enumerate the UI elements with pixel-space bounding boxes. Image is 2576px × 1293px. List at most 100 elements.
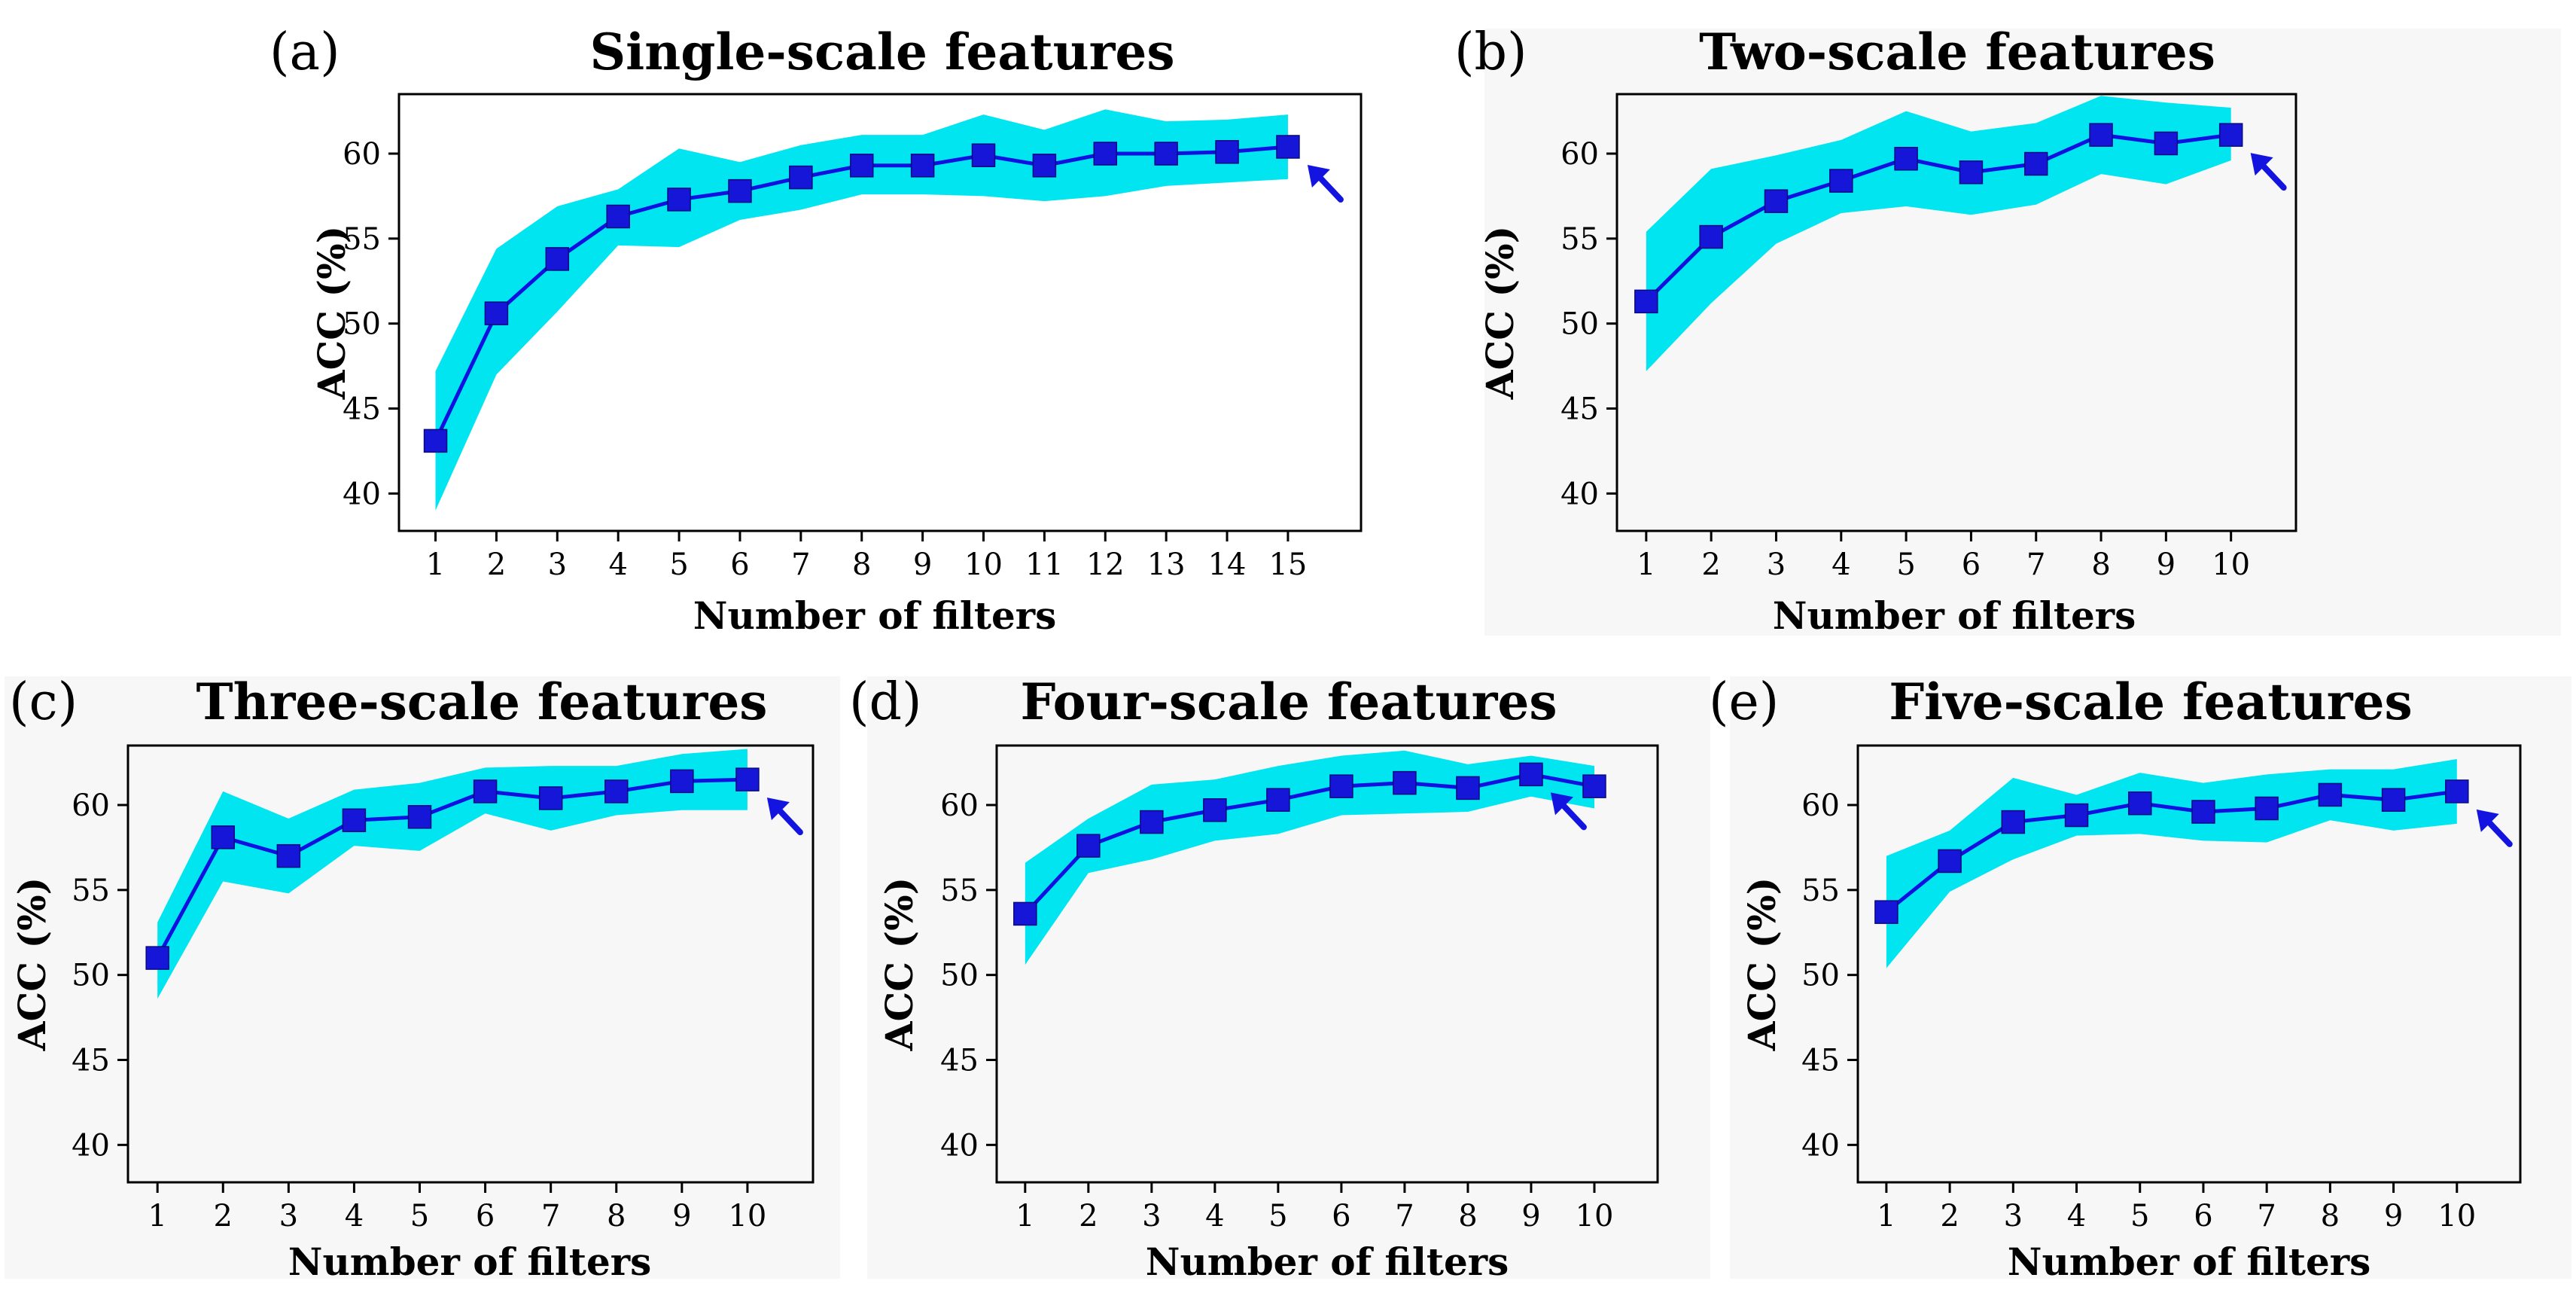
panel-label: (a) (269, 23, 340, 82)
x-tick-label: 3 (1767, 547, 1786, 582)
data-point-7 (538, 786, 563, 810)
x-tick-label: 2 (1940, 1199, 1959, 1234)
chart-title: Two-scale features (1699, 23, 2215, 81)
y-tick-label: 40 (72, 1128, 110, 1163)
y-tick-label: 55 (72, 874, 110, 908)
y-tick-label: 45 (1561, 392, 1599, 427)
y-axis-label: ACC (%) (1740, 877, 1784, 1052)
std-band (157, 749, 748, 999)
x-tick-label: 2 (1701, 547, 1720, 582)
data-point-6 (473, 779, 498, 804)
x-tick-label: 9 (2384, 1199, 2403, 1234)
data-point-6 (1329, 774, 1353, 798)
data-point-5 (1894, 147, 1918, 171)
x-tick-label: 8 (2321, 1199, 2340, 1234)
data-point-3 (276, 843, 301, 868)
y-tick-label: 60 (1561, 137, 1599, 172)
y-tick-label: 50 (940, 959, 979, 993)
data-point-4 (1829, 169, 1853, 193)
data-point-8 (849, 154, 874, 178)
y-axis-label: ACC (%) (877, 877, 921, 1052)
y-tick-label: 50 (343, 307, 381, 342)
x-tick-label: 5 (669, 547, 688, 582)
x-tick-label: 5 (1896, 547, 1915, 582)
x-tick-label: 1 (1637, 547, 1655, 582)
data-point-2 (1699, 224, 1723, 249)
x-tick-label: 8 (607, 1199, 626, 1234)
y-tick-label: 45 (940, 1044, 979, 1078)
plot-frame (995, 744, 1659, 1184)
mean-line (1885, 789, 2458, 914)
x-tick-label: 9 (1521, 1199, 1540, 1234)
y-tick-label: 40 (1801, 1128, 1840, 1163)
data-point-7 (2255, 796, 2279, 821)
y-axis-label: ACC (%) (10, 877, 54, 1052)
x-tick-label: 1 (426, 547, 445, 582)
x-tick-label: 12 (1086, 547, 1125, 582)
data-point-12 (1093, 142, 1118, 166)
x-axis-label: Number of filters (1773, 593, 2136, 638)
data-point-9 (2154, 131, 2179, 156)
data-point-11 (1032, 154, 1057, 178)
data-point-10 (1582, 774, 1606, 798)
y-tick-label: 55 (1801, 874, 1840, 908)
data-point-1 (423, 428, 448, 453)
plot-frame (1615, 93, 2297, 532)
selection-arrow-head (2476, 809, 2499, 832)
data-point-5 (2127, 791, 2152, 816)
y-tick-label: 60 (343, 137, 381, 172)
y-tick-label: 50 (1801, 959, 1840, 993)
mean-line (155, 777, 748, 959)
data-point-9 (910, 154, 935, 178)
x-tick-label: 7 (2257, 1199, 2276, 1234)
x-tick-label: 11 (1025, 547, 1064, 582)
x-tick-label: 6 (1962, 547, 1981, 582)
data-point-1 (145, 946, 169, 970)
data-point-9 (1519, 762, 1543, 787)
y-tick-label: 60 (940, 788, 979, 823)
data-point-13 (1154, 142, 1178, 166)
y-tick-label: 40 (940, 1128, 979, 1163)
data-point-1 (1634, 289, 1658, 314)
data-point-6 (728, 178, 752, 203)
x-tick-label: 7 (791, 547, 810, 582)
y-tick-label: 60 (72, 788, 110, 823)
mean-line (1645, 133, 2232, 303)
x-tick-label: 7 (2026, 547, 2045, 582)
x-tick-label: 9 (913, 547, 932, 582)
selection-arrow-head (2250, 153, 2273, 176)
x-tick-label: 6 (1332, 1199, 1350, 1234)
std-band (1886, 759, 2457, 968)
y-tick-label: 55 (343, 222, 381, 257)
mean-line (1023, 772, 1595, 916)
x-tick-label: 6 (730, 547, 749, 582)
data-point-8 (1456, 776, 1480, 801)
data-point-14 (1215, 139, 1239, 164)
panel-label: (c) (9, 672, 78, 732)
y-tick-label: 40 (1561, 477, 1599, 511)
data-point-9 (2381, 788, 2406, 812)
panel-label: (b) (1454, 23, 1527, 82)
x-tick-label: 4 (1205, 1199, 1224, 1234)
x-tick-label: 8 (2091, 547, 2110, 582)
chart-title: Three-scale features (196, 672, 768, 731)
y-tick-label: 50 (1561, 307, 1599, 342)
data-point-1 (1013, 901, 1037, 926)
data-point-3 (1764, 189, 1789, 213)
data-point-8 (2318, 782, 2343, 807)
x-tick-label: 9 (672, 1199, 691, 1234)
data-point-10 (971, 143, 996, 167)
data-point-3 (2001, 810, 2026, 834)
data-point-5 (1266, 788, 1290, 812)
data-point-2 (1938, 849, 1962, 874)
data-point-7 (2023, 151, 2048, 176)
data-point-8 (2089, 123, 2113, 147)
x-tick-label: 4 (345, 1199, 364, 1234)
data-point-3 (545, 247, 570, 271)
data-point-6 (2191, 800, 2215, 824)
x-tick-label: 15 (1268, 547, 1307, 582)
data-point-7 (789, 165, 813, 190)
x-tick-label: 1 (148, 1199, 166, 1234)
